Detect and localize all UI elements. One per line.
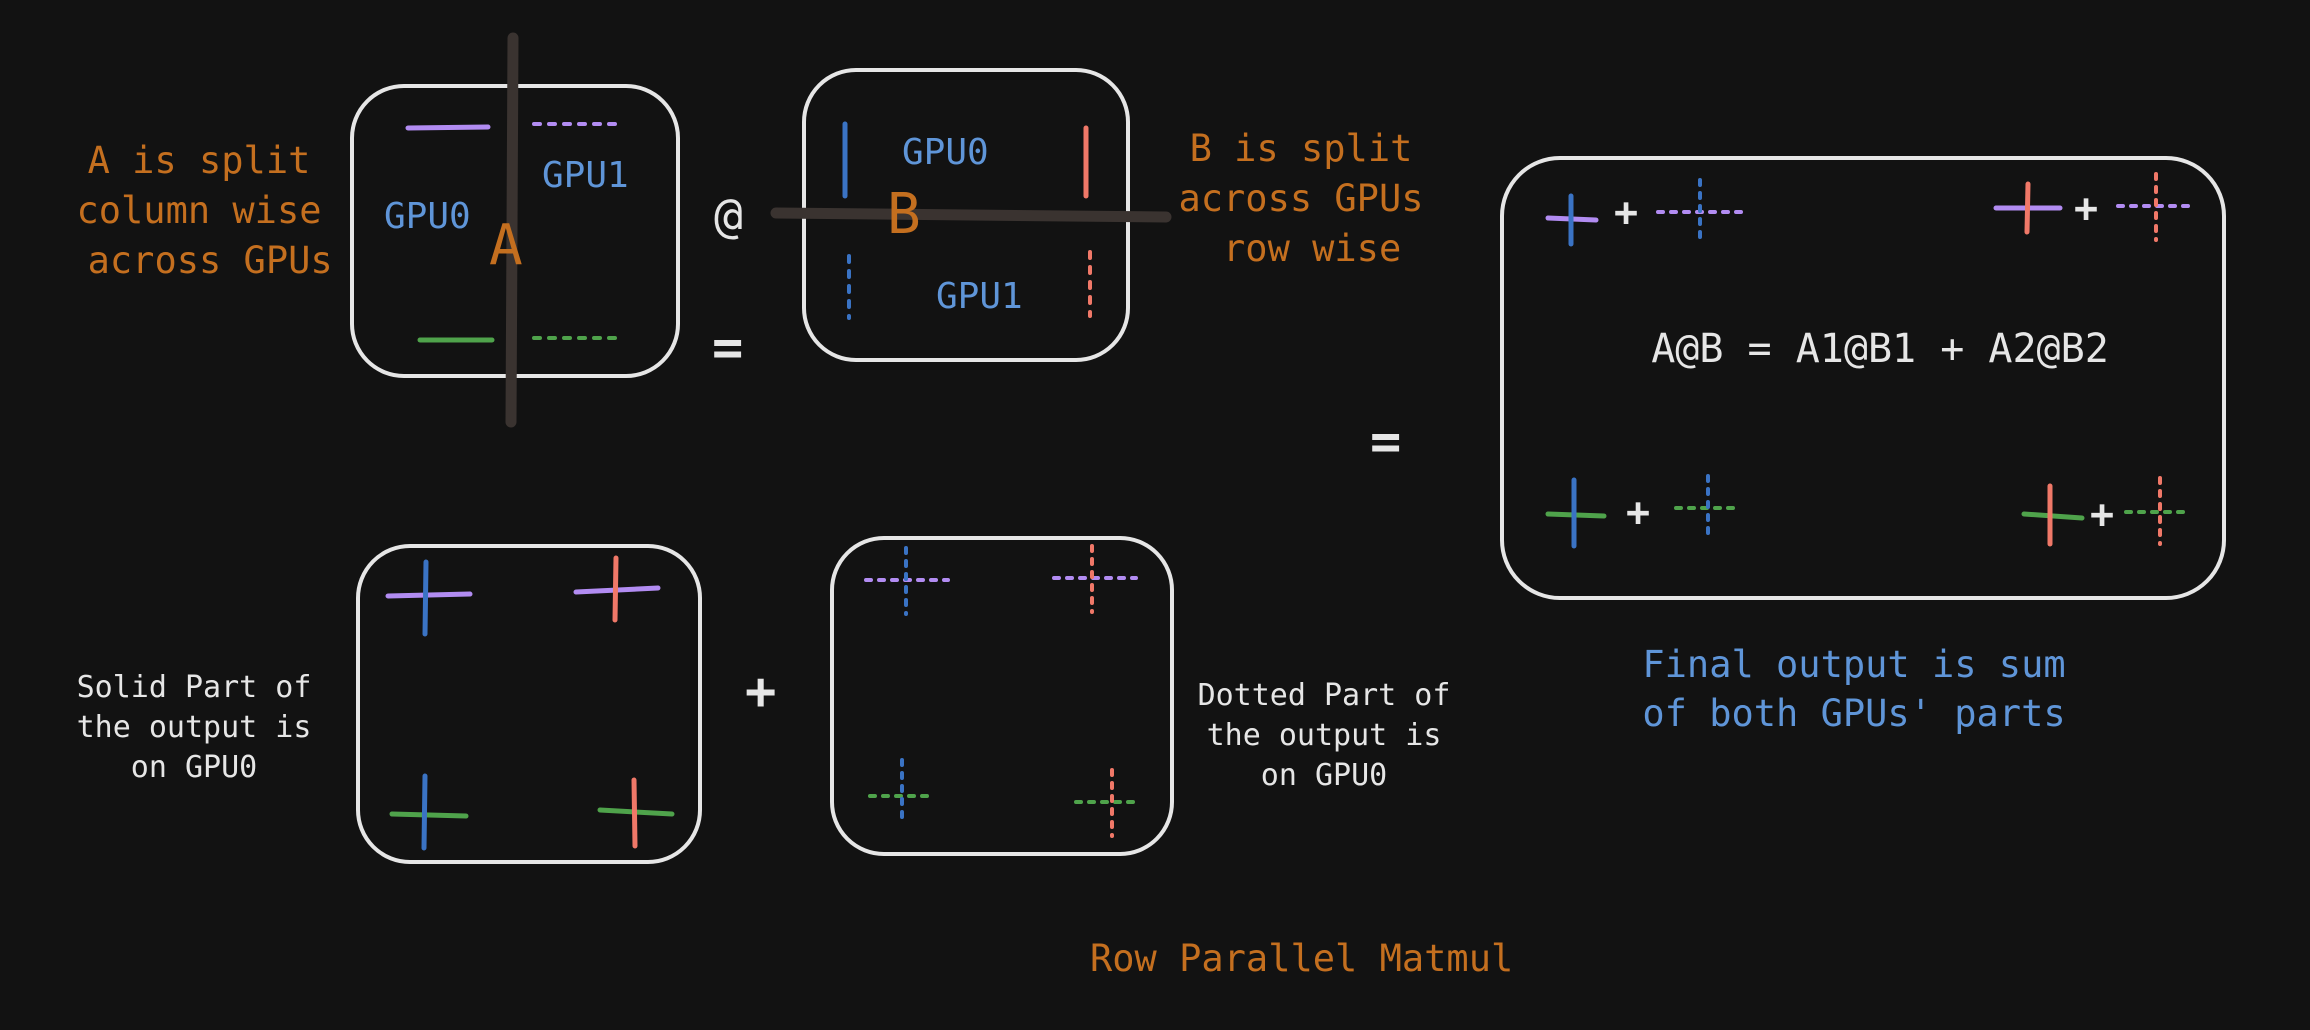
final-term-top-right-solid bbox=[1993, 181, 2063, 235]
b-gpu1-label: GPU1 bbox=[936, 276, 1023, 317]
dotted-part-label: Dotted Part of the output is on GPU0 bbox=[1197, 678, 1451, 793]
final-output-box bbox=[1500, 156, 2226, 600]
final-term-bottom-left-dotted bbox=[1674, 474, 1742, 540]
diagram-title: Row Parallel Matmul bbox=[1090, 937, 1514, 980]
a-gpu0-purple-row bbox=[405, 124, 491, 131]
final-term-bottom-left-solid bbox=[1545, 477, 1607, 549]
a-split-label: A is split column wise across GPUs bbox=[76, 139, 333, 282]
matrix-b-row-divider bbox=[770, 207, 1172, 223]
matrix-a-name: A bbox=[489, 213, 523, 278]
equals-operator-a-b: = bbox=[712, 318, 744, 378]
dotted-part-box bbox=[830, 536, 1174, 856]
dotted-cross-green-blue bbox=[868, 758, 936, 824]
solid-part-box bbox=[356, 544, 702, 864]
solid-cross-green-blue bbox=[389, 773, 469, 851]
equation-label: A@B = A1@B1 + A2@B2 bbox=[1651, 326, 2109, 372]
b-split-label: B is split across GPUs row wise bbox=[1178, 127, 1424, 270]
a-gpu1-label: GPU1 bbox=[542, 155, 629, 196]
dotted-cross-purple-blue bbox=[864, 546, 950, 616]
final-output-label: Final output is sum of both GPUs' parts bbox=[1642, 643, 2066, 735]
matrix-b-name: B bbox=[887, 182, 921, 247]
final-term-bottom-right-solid bbox=[2021, 483, 2085, 547]
final-term-top-left-dotted bbox=[1656, 178, 1744, 244]
solid-cross-green-red bbox=[597, 777, 675, 849]
final-term-top-left-solid bbox=[1545, 193, 1599, 247]
matmul-operator: @ bbox=[714, 188, 743, 244]
final-plus-bottom-right: + bbox=[2090, 492, 2115, 538]
final-term-top-right-dotted bbox=[2116, 172, 2198, 242]
dotted-cross-green-red bbox=[1074, 768, 1142, 838]
solid-part-label: Solid Part of the output is on GPU0 bbox=[76, 670, 312, 785]
dotted-cross-purple-red bbox=[1052, 544, 1138, 614]
a-gpu0-label: GPU0 bbox=[384, 196, 471, 237]
matrix-a-column-divider bbox=[505, 32, 519, 428]
final-term-bottom-right-dotted bbox=[2124, 476, 2192, 546]
b-gpu0-label: GPU0 bbox=[902, 132, 989, 173]
plus-operator-parts: + bbox=[745, 662, 777, 722]
solid-cross-purple-red bbox=[573, 555, 661, 623]
final-plus-bottom-left: + bbox=[1626, 490, 1651, 536]
solid-cross-purple-blue bbox=[385, 559, 473, 637]
equals-operator-final: = bbox=[1370, 412, 1402, 472]
final-plus-top-right: + bbox=[2074, 186, 2099, 232]
final-plus-top-left: + bbox=[1614, 190, 1639, 236]
